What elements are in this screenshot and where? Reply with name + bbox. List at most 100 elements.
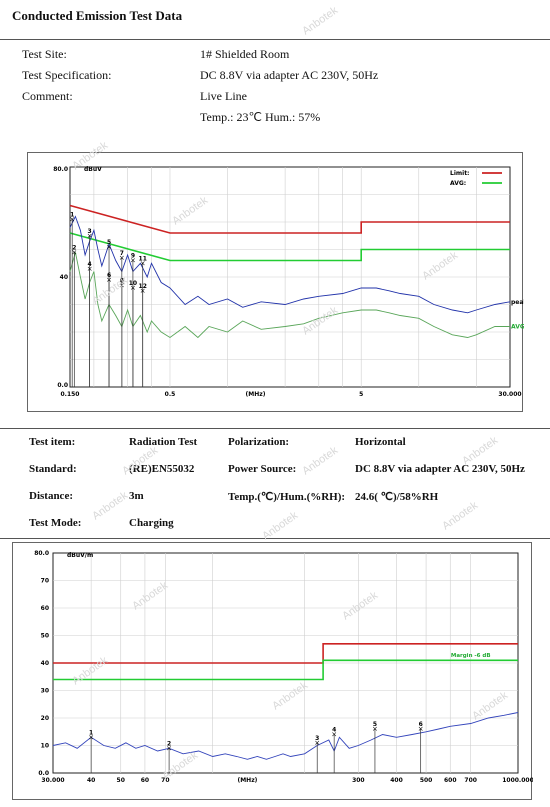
marker-label: 2 [72, 244, 76, 251]
polarization-value: Horizontal [355, 436, 406, 448]
test-mode-value: Charging [129, 517, 174, 529]
y-axis-label: dBuV/m [67, 552, 93, 559]
y-tick-label: 0.0 [57, 382, 68, 389]
x-tick-label: 400 [390, 777, 403, 784]
test-spec-value: DC 8.8V via adapter AC 230V, 50Hz [200, 68, 379, 82]
temp-hum-value: Temp.: 23℃ Hum.: 57% [200, 110, 321, 124]
marker-label: 1 [89, 729, 93, 736]
y-tick-label: 30 [41, 688, 49, 695]
test-spec-label: Test Specification: [22, 68, 112, 82]
legend-label: AVG: [450, 180, 466, 187]
x-tick-label: 30.000 [498, 391, 521, 398]
y-tick-label: 80.0 [53, 166, 68, 173]
test-site-value: 1# Shielded Room [200, 47, 290, 61]
marker-label: 5 [107, 239, 111, 246]
x-tick-label: 600 [444, 777, 457, 784]
marker-label: 10 [129, 280, 137, 287]
marker-label: 3 [88, 228, 92, 235]
marker-x: × [119, 281, 125, 289]
peak-trace [69, 215, 511, 314]
test-item-label: Test item: [29, 436, 76, 448]
marker-label: 4 [332, 727, 336, 734]
margin-label: Margin -6 dB [451, 653, 491, 659]
marker-label: 4 [88, 261, 92, 268]
y-tick-label: 80.0 [34, 550, 49, 557]
x-tick-label: 70 [161, 777, 169, 784]
marker-x: × [87, 265, 93, 273]
marker-label: 3 [315, 735, 319, 742]
x-tick-label: 0.5 [165, 391, 176, 398]
comment-value: Live Line [200, 89, 247, 103]
limit-line [53, 643, 518, 664]
power-source-value: DC 8.8V via adapter AC 230V, 50Hz [355, 463, 525, 475]
watermark-text: Anbotek [90, 489, 131, 523]
peak-series-label: peak [511, 299, 524, 306]
marker-x: × [418, 725, 424, 733]
marker-x: × [140, 287, 146, 295]
watermark-text: Anbotek [300, 4, 341, 38]
y-tick-label: 20 [41, 715, 49, 722]
marker-x: × [331, 731, 337, 739]
x-tick-label: 40 [87, 777, 95, 784]
x-tick-label: (MHz) [237, 777, 257, 784]
test-item-value: Radiation Test [129, 436, 198, 448]
marker-label: 11 [139, 255, 147, 262]
marker-label: 5 [373, 721, 377, 728]
marker-x: × [130, 257, 136, 265]
marker-label: 2 [167, 740, 171, 747]
marker-label: 6 [107, 272, 111, 279]
marker-label: 9 [131, 253, 135, 260]
marker-x: × [88, 733, 94, 741]
temp-hum-radiation-value: 24.6( ℃)/58%RH [355, 491, 439, 503]
distance-label: Distance: [29, 490, 73, 502]
radiation-chart-frame: 80.0 70 60 50 40 30 20 10 0.0 dBuV/m 30.000 40 50 60 7… [12, 542, 534, 800]
y-tick-label: 70 [41, 578, 49, 585]
radiated-emission-chart: 80.0 70 60 50 40 30 20 10 0.0 dBuV/m 30.000 40 50 60 7… [34, 550, 534, 784]
marker-label: 8 [120, 277, 124, 284]
x-tick-label: 300 [352, 777, 365, 784]
conducted-emission-chart: 80.0 dBuV 40 0.0 0.150 0.5 (MHz) 5 30.000 peak AVG… [53, 166, 528, 398]
polarization-label: Polarization: [228, 436, 290, 448]
marker-x: × [106, 243, 112, 251]
title-divider [0, 39, 550, 40]
limit-qp-line [69, 204, 510, 234]
avg-trace [69, 252, 510, 339]
measurement-trace [52, 712, 519, 760]
x-tick-label: 0.150 [61, 391, 80, 398]
y-tick-label: 50 [41, 633, 49, 640]
marker-x: × [372, 725, 378, 733]
marker-x: × [166, 744, 172, 752]
marker-x: × [119, 254, 125, 262]
y-tick-label: 0.0 [38, 770, 49, 777]
standard-value: (RE)EN55032 [129, 463, 195, 475]
x-tick-label: (MHz) [246, 391, 266, 398]
distance-value: 3m [129, 490, 144, 502]
test-site-label: Test Site: [22, 47, 67, 61]
watermark-text: Anbotek [300, 444, 341, 478]
marker-label: 1 [70, 211, 74, 218]
y-tick-label: 10 [41, 743, 49, 750]
marker-x: × [71, 248, 77, 256]
marker-x: × [140, 259, 146, 267]
marker-x: × [87, 232, 93, 240]
marker-x: × [130, 284, 136, 292]
y-tick-label: 40 [41, 660, 49, 667]
page-title: Conducted Emission Test Data [12, 8, 183, 23]
x-tick-label: 50 [117, 777, 125, 784]
avg-series-label: AVG [511, 324, 524, 331]
marker-label: 12 [139, 283, 147, 290]
marker-x: × [314, 739, 320, 747]
y-tick-label: 40 [60, 274, 68, 281]
test-mode-label: Test Mode: [29, 517, 82, 529]
marker-x: × [106, 276, 112, 284]
comment-label: Comment: [22, 89, 73, 103]
legend-label: Limit: [450, 170, 469, 177]
x-tick-label: 700 [464, 777, 477, 784]
standard-label: Standard: [29, 463, 77, 475]
y-tick-label: 60 [41, 605, 49, 612]
conducted-chart-frame: 80.0 dBuV 40 0.0 0.150 0.5 (MHz) 5 30.000 peak AVG… [27, 152, 528, 412]
x-tick-label: 1000.000 [502, 777, 533, 784]
limit-avg-line [69, 232, 510, 262]
radiation-table-bottom [0, 538, 550, 539]
radiation-table-top [0, 428, 550, 429]
